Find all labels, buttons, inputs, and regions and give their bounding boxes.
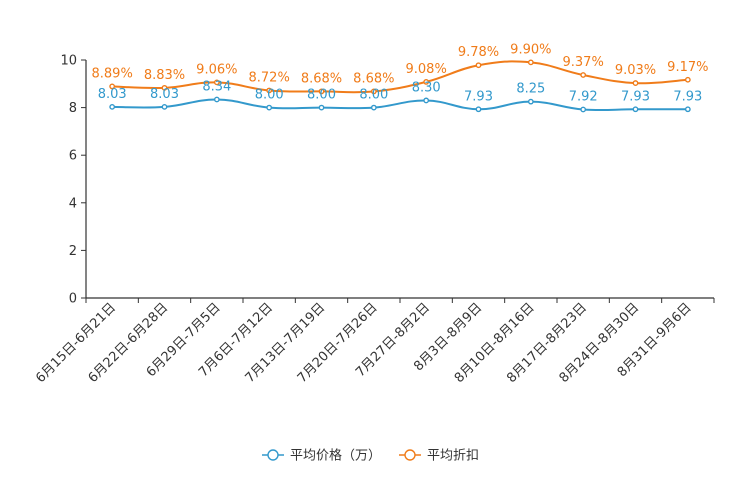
data-label: 8.34	[202, 80, 231, 95]
data-label: 8.03	[98, 87, 127, 102]
y-tick-label: 4	[69, 196, 77, 211]
series-line-2	[112, 60, 688, 94]
data-point[interactable]	[161, 84, 168, 91]
data-label: 9.17%	[667, 60, 708, 75]
data-label: 9.90%	[510, 42, 551, 57]
data-point[interactable]	[580, 106, 587, 113]
data-point[interactable]	[266, 87, 273, 94]
data-point[interactable]	[109, 83, 116, 90]
data-point[interactable]	[527, 59, 534, 66]
data-point[interactable]	[475, 106, 482, 113]
y-tick-label: 10	[60, 54, 77, 69]
data-point[interactable]	[423, 97, 430, 104]
legend-marker-symbol	[404, 449, 416, 461]
legend-item-2[interactable]: 平均折扣	[399, 449, 479, 464]
data-label: 9.03%	[615, 63, 656, 78]
data-point[interactable]	[318, 104, 325, 111]
y-tick-label: 6	[69, 149, 77, 164]
data-label: 8.03	[150, 87, 179, 102]
legend-item-1[interactable]: 平均价格（万）	[262, 448, 381, 464]
data-label: 9.06%	[196, 62, 237, 77]
data-point[interactable]	[213, 96, 220, 103]
data-point[interactable]	[632, 106, 639, 113]
legend-label: 平均折扣	[427, 449, 479, 464]
data-point[interactable]	[318, 88, 325, 95]
data-label: 8.30	[412, 80, 441, 95]
y-tick-label: 2	[69, 244, 77, 259]
data-label: 8.83%	[144, 68, 185, 83]
data-point[interactable]	[475, 62, 482, 69]
legend-marker-symbol	[267, 449, 279, 461]
data-point[interactable]	[580, 72, 587, 78]
y-tick-label: 0	[69, 292, 77, 307]
data-point[interactable]	[161, 103, 168, 110]
data-label: 9.37%	[563, 55, 604, 70]
data-label: 8.00	[307, 88, 336, 103]
data-label: 7.93	[673, 89, 702, 104]
data-point[interactable]	[684, 76, 691, 83]
data-label: 7.93	[464, 89, 493, 104]
data-point[interactable]	[370, 88, 377, 95]
data-point[interactable]	[527, 98, 534, 105]
data-label: 8.00	[359, 88, 388, 103]
data-point[interactable]	[109, 103, 116, 110]
y-tick-label: 8	[69, 101, 77, 116]
data-point[interactable]	[632, 80, 639, 86]
data-label: 8.68%	[301, 71, 342, 86]
data-label: 9.08%	[406, 62, 447, 77]
data-point[interactable]	[684, 106, 691, 113]
data-point[interactable]	[213, 79, 220, 86]
data-label: 8.68%	[353, 71, 394, 86]
legend: 平均价格（万） 平均折扣	[262, 448, 479, 464]
series-line-1	[112, 98, 688, 112]
data-label: 9.78%	[458, 45, 499, 60]
data-point[interactable]	[266, 104, 273, 111]
legend-label: 平均价格（万）	[290, 448, 381, 464]
data-point[interactable]	[423, 78, 430, 85]
data-label: 7.93	[621, 89, 650, 104]
data-label: 8.72%	[249, 70, 290, 85]
data-label: 7.92	[569, 90, 598, 105]
data-label: 8.25	[516, 82, 545, 97]
data-label: 8.89%	[92, 66, 133, 81]
data-label: 8.00	[255, 88, 284, 103]
data-point[interactable]	[370, 104, 377, 111]
